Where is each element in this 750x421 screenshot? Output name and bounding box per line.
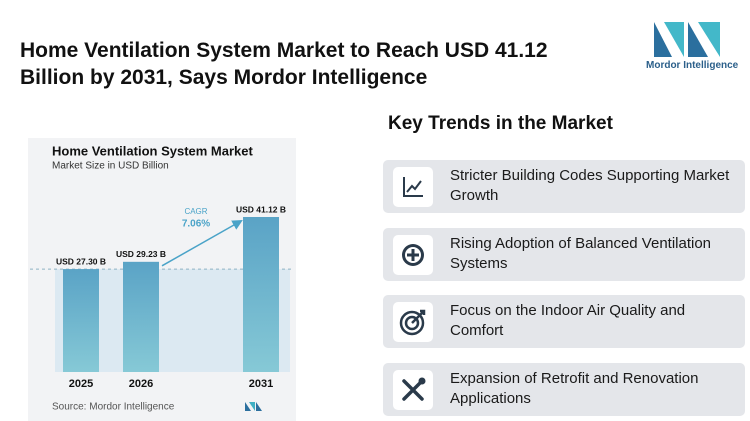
icon-target [393, 302, 433, 342]
icon-tools [393, 370, 433, 410]
trend-card: Rising Adoption of Balanced Ventilation … [383, 228, 745, 281]
logo-text: Mordor Intelligence [646, 60, 739, 71]
cagr-arrow [161, 219, 243, 267]
trend-text: Rising Adoption of Balanced Ventilation … [450, 235, 712, 272]
logo [654, 22, 720, 57]
value-label: USD 27.30 B [56, 256, 106, 266]
x-tick-label: 2026 [129, 378, 153, 390]
value-label: USD 41.12 B [236, 204, 286, 214]
trend-text: Expansion of Retrofit and Renovation App… [450, 370, 699, 407]
page-title: Home Ventilation System Market to Reach … [20, 39, 548, 89]
source: Source: Mordor Intelligence [52, 402, 175, 413]
trends-title: Key Trends in the Market [388, 113, 613, 134]
trend-text: Focus on the Indoor Air Quality and Comf… [450, 302, 686, 339]
x-tick-label: 2031 [249, 378, 273, 390]
annotation: 7.06% [182, 219, 210, 230]
bar [63, 269, 99, 372]
trend-text: Stricter Building Codes Supporting Marke… [450, 167, 730, 204]
annotation: CAGR [184, 207, 207, 216]
icon-chart [393, 167, 433, 207]
chart-subtitle: Market Size in USD Billion [52, 161, 169, 172]
chart-title: Home Ventilation System Market [52, 143, 254, 158]
icon-plus [393, 235, 433, 275]
bar [123, 261, 159, 372]
trend-card: Expansion of Retrofit and Renovation App… [383, 363, 745, 416]
value-label: USD 29.23 B [116, 249, 166, 259]
trend-card: Focus on the Indoor Air Quality and Comf… [383, 295, 745, 348]
trend-card: Stricter Building Codes Supporting Marke… [383, 160, 745, 213]
x-tick-label: 2025 [69, 378, 93, 390]
bar [243, 217, 279, 372]
small-logo [245, 402, 262, 411]
